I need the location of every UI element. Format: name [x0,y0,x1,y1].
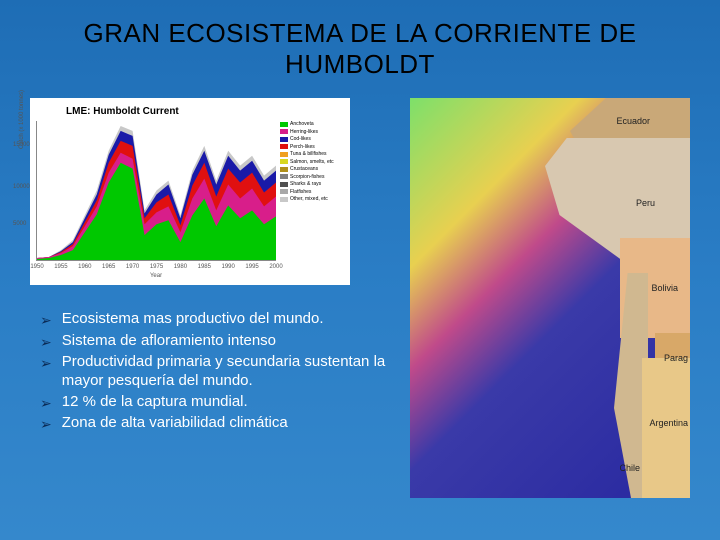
bullet-text: 12 % de la captura mundial. [62,393,248,412]
slide-title: GRAN ECOSISTEMA DE LA CORRIENTE DE HUMBO… [0,0,720,88]
bullet-icon: ➢ [40,414,62,434]
chart-xtick: 1965 [102,264,115,270]
chart-xtick: 1980 [174,264,187,270]
content-row: LME: Humboldt Current Catch (x 1000 tonn… [0,88,720,498]
chart-xtick: 1960 [78,264,91,270]
chart-xtick: 2000 [269,264,282,270]
legend-swatch [280,159,288,164]
legend-item: Anchoveta [280,121,340,128]
chart-series-svg [37,121,276,260]
chart-xtick: 1985 [198,264,211,270]
legend-item: Perch-likes [280,144,340,151]
legend-item: Other, mixed, etc [280,196,340,203]
legend-swatch [280,122,288,127]
legend-label: Scorpion-fishes [290,174,324,181]
legend-swatch [280,167,288,172]
legend-item: Herring-likes [280,129,340,136]
legend-label: Crustaceans [290,166,318,173]
bullet-item: ➢Productividad primaria y secundaria sus… [40,353,400,391]
legend-swatch [280,182,288,187]
legend-swatch [280,197,288,202]
legend-swatch [280,152,288,157]
bullet-item: ➢12 % de la captura mundial. [40,393,400,413]
chart-ytick: 10000 [13,184,30,190]
bullet-item: ➢Sistema de afloramiento intenso [40,332,400,352]
bullet-text: Productividad primaria y secundaria sust… [62,353,400,391]
legend-item: Tuna & billfishes [280,151,340,158]
bullet-text: Zona de alta variabilidad climática [62,414,288,433]
legend-label: Flatfishes [290,189,311,196]
legend-label: Anchoveta [290,121,314,128]
chart-plot-area: Catch (x 1000 tonnes) 150001000050001950… [36,121,276,261]
label-ecuador: Ecuador [616,116,650,126]
legend-label: Herring-likes [290,129,318,136]
chart-ylabel: Catch (x 1000 tonnes) [19,90,25,149]
legend-item: Cod-likes [280,136,340,143]
chart-ytick: 5000 [13,221,26,227]
chart-xtick: 1995 [245,264,258,270]
chart-title: LME: Humboldt Current [36,104,344,121]
bullet-text: Ecosistema mas productivo del mundo. [62,310,324,329]
bullet-item: ➢Zona de alta variabilidad climática [40,414,400,434]
bullet-icon: ➢ [40,332,62,352]
bullet-icon: ➢ [40,310,62,330]
chart-xtick: 1990 [222,264,235,270]
legend-swatch [280,137,288,142]
bullet-icon: ➢ [40,353,62,373]
legend-swatch [280,189,288,194]
legend-swatch [280,129,288,134]
legend-swatch [280,174,288,179]
legend-label: Tuna & billfishes [290,151,327,158]
label-bolivia: Bolivia [651,283,678,293]
catch-chart: LME: Humboldt Current Catch (x 1000 tonn… [30,98,350,285]
legend-label: Other, mixed, etc [290,196,328,203]
legend-item: Salmon, smelts, etc [280,159,340,166]
label-argentina: Argentina [649,418,688,428]
chart-xtick: 1975 [150,264,163,270]
bullet-item: ➢Ecosistema mas productivo del mundo. [40,310,400,330]
legend-label: Salmon, smelts, etc [290,159,334,166]
label-parag: Parag [664,353,688,363]
legend-label: Perch-likes [290,144,315,151]
legend-swatch [280,144,288,149]
sst-map: Ecuador Peru Bolivia Parag Argentina Chi… [410,98,690,498]
chart-xtick: 1955 [54,264,67,270]
legend-item: Crustaceans [280,166,340,173]
land-argentina [642,358,690,498]
bullet-list: ➢Ecosistema mas productivo del mundo.➢Si… [30,285,400,434]
chart-xtick: 1950 [30,264,43,270]
chart-legend: AnchovetaHerring-likesCod-likesPerch-lik… [280,121,340,279]
legend-item: Scorpion-fishes [280,174,340,181]
label-peru: Peru [636,198,655,208]
chart-ytick: 15000 [13,142,30,148]
legend-item: Sharks & rays [280,181,340,188]
chart-xtick: 1970 [126,264,139,270]
left-column: LME: Humboldt Current Catch (x 1000 tonn… [30,88,400,498]
legend-item: Flatfishes [280,189,340,196]
label-chile: Chile [619,463,640,473]
legend-label: Sharks & rays [290,181,321,188]
legend-label: Cod-likes [290,136,311,143]
bullet-text: Sistema de afloramiento intenso [62,332,276,351]
bullet-icon: ➢ [40,393,62,413]
